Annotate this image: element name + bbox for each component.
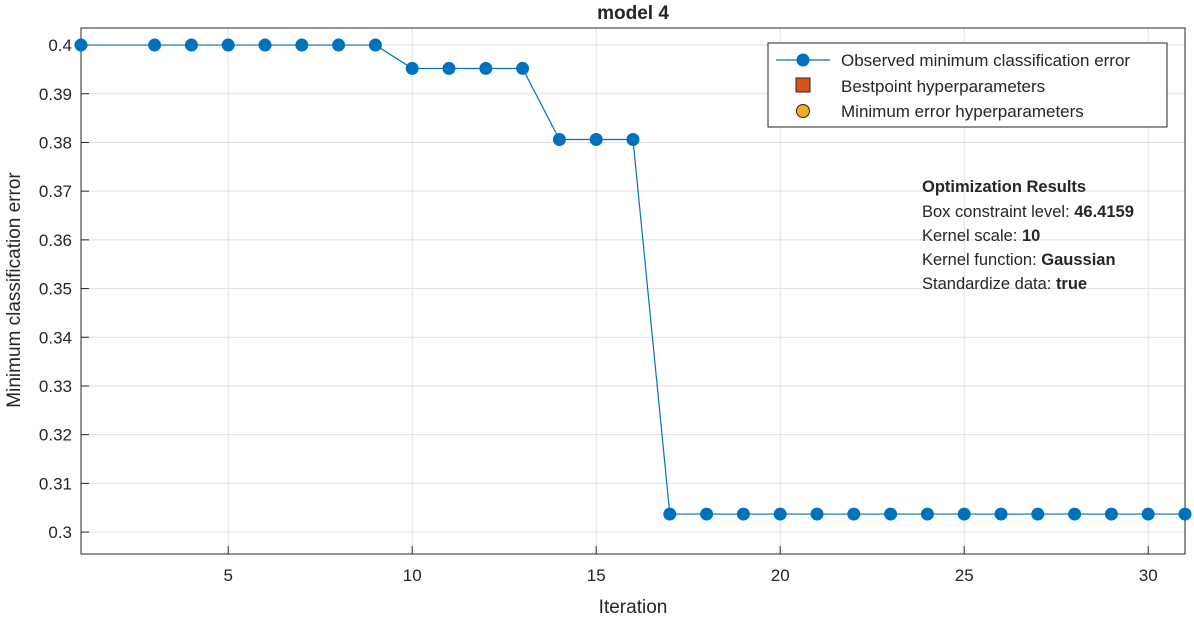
data-point bbox=[479, 61, 493, 75]
results-line-box-constraint: Box constraint level: 46.4159 bbox=[922, 203, 1134, 221]
x-tick-label: 15 bbox=[587, 566, 606, 585]
y-tick-label: 0.33 bbox=[39, 377, 72, 396]
legend-marker-observed bbox=[796, 53, 810, 67]
x-tick-label: 30 bbox=[1139, 566, 1158, 585]
data-point bbox=[810, 507, 824, 521]
x-tick-label: 20 bbox=[771, 566, 790, 585]
data-point bbox=[884, 507, 898, 521]
data-point bbox=[1068, 507, 1082, 521]
ticks: 5 10 15 20 25 30 0.3 0.31 0.32 0.33 0.34 0.35 0.36 0.… bbox=[39, 36, 1158, 585]
data-point bbox=[994, 507, 1008, 521]
legend-label-observed: Observed minimum classification error bbox=[841, 51, 1130, 70]
data-point bbox=[184, 38, 198, 52]
data-point bbox=[405, 61, 419, 75]
legend-label-minimum: Minimum error hyperparameters bbox=[841, 102, 1084, 121]
results-label: Box constraint level: bbox=[922, 203, 1074, 221]
y-tick-label: 0.39 bbox=[39, 85, 72, 104]
data-point bbox=[1178, 507, 1192, 521]
optimization-results: Optimization Results Box constraint leve… bbox=[922, 178, 1134, 293]
data-point bbox=[295, 38, 309, 52]
y-tick-label: 0.35 bbox=[39, 280, 72, 299]
data-point bbox=[589, 133, 603, 147]
data-point bbox=[442, 61, 456, 75]
y-tick-label: 0.3 bbox=[48, 523, 72, 542]
results-label: Kernel function: bbox=[922, 251, 1041, 269]
data-point bbox=[1141, 507, 1155, 521]
data-point bbox=[221, 38, 235, 52]
legend: Observed minimum classification error Be… bbox=[767, 42, 1168, 128]
results-value: Gaussian bbox=[1041, 251, 1115, 269]
y-axis-label: Minimum classification error bbox=[4, 172, 25, 408]
data-point bbox=[332, 38, 346, 52]
series bbox=[74, 38, 1192, 521]
data-point bbox=[663, 507, 677, 521]
x-axis-label: Iteration bbox=[599, 597, 668, 617]
y-tick-label: 0.34 bbox=[39, 328, 72, 347]
x-tick-label: 5 bbox=[223, 566, 232, 585]
results-line-standardize: Standardize data: true bbox=[922, 275, 1087, 293]
results-line-kernel-scale: Kernel scale: 10 bbox=[922, 227, 1040, 245]
x-tick-label: 25 bbox=[955, 566, 974, 585]
chart-title: model 4 bbox=[597, 3, 669, 24]
y-tick-label: 0.31 bbox=[39, 474, 72, 493]
data-point bbox=[258, 38, 272, 52]
y-tick-label: 0.36 bbox=[39, 231, 72, 250]
plot-frame bbox=[80, 27, 1186, 555]
data-point bbox=[552, 133, 566, 147]
data-point bbox=[148, 38, 162, 52]
data-point bbox=[700, 507, 714, 521]
data-point bbox=[920, 507, 934, 521]
results-value: 46.4159 bbox=[1074, 203, 1134, 221]
data-point bbox=[847, 507, 861, 521]
results-value: 10 bbox=[1022, 227, 1040, 245]
data-point bbox=[736, 507, 750, 521]
results-line-kernel-function: Kernel function: Gaussian bbox=[922, 251, 1116, 269]
data-point bbox=[368, 38, 382, 52]
results-label: Standardize data: bbox=[922, 275, 1056, 293]
x-tick-label: 10 bbox=[403, 566, 422, 585]
y-tick-label: 0.4 bbox=[48, 36, 72, 55]
legend-box bbox=[767, 42, 1168, 128]
y-tick-label: 0.38 bbox=[39, 133, 72, 152]
data-point bbox=[1104, 507, 1118, 521]
results-label: Kernel scale: bbox=[922, 227, 1022, 245]
data-point bbox=[74, 38, 88, 52]
legend-marker-bestpoint bbox=[795, 77, 811, 93]
legend-marker-minimum bbox=[796, 104, 810, 118]
data-point bbox=[1031, 507, 1045, 521]
data-point bbox=[516, 61, 530, 75]
results-heading: Optimization Results bbox=[922, 178, 1086, 196]
results-value: true bbox=[1056, 275, 1087, 293]
legend-label-bestpoint: Bestpoint hyperparameters bbox=[841, 77, 1045, 96]
y-tick-label: 0.32 bbox=[39, 426, 72, 445]
data-point bbox=[773, 507, 787, 521]
y-tick-label: 0.37 bbox=[39, 182, 72, 201]
data-point bbox=[626, 133, 640, 147]
data-point bbox=[957, 507, 971, 521]
